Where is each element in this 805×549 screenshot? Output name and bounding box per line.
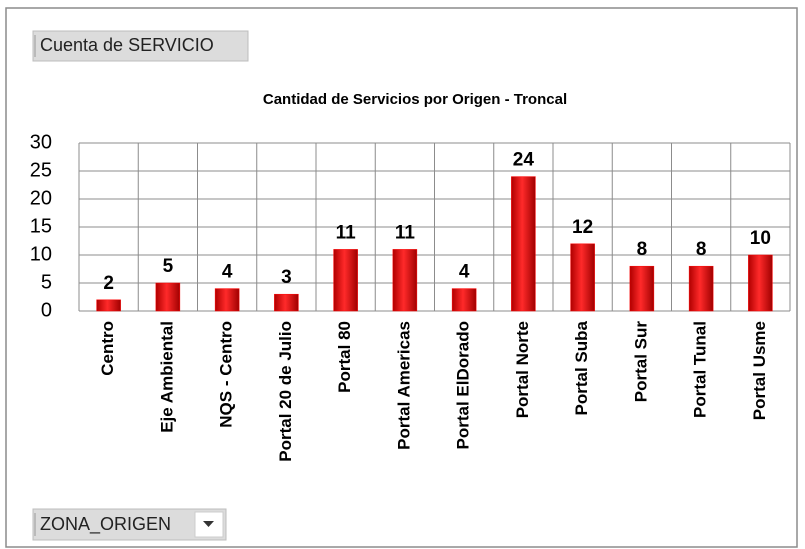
x-tick-label: Eje Ambiental — [157, 321, 176, 433]
x-tick-label: Portal Tunal — [691, 321, 710, 418]
x-tick-label: Portal 80 — [335, 321, 354, 393]
bar — [511, 176, 536, 312]
value-field-label: Cuenta de SERVICIO — [40, 35, 214, 55]
dropdown-arrow — [203, 521, 214, 527]
x-tick-label: Portal ElDorado — [454, 321, 473, 449]
bar — [155, 282, 181, 312]
bar — [274, 293, 299, 312]
y-tick-label: 20 — [30, 187, 52, 209]
data-label: 11 — [395, 222, 416, 243]
x-tick-label: Portal Americas — [394, 321, 413, 450]
bar — [451, 288, 477, 312]
x-tick-label: Portal Usme — [750, 321, 769, 420]
data-label: 2 — [103, 273, 114, 294]
data-label: 5 — [163, 256, 174, 277]
bar — [748, 254, 773, 312]
data-label: 11 — [336, 222, 357, 243]
data-label: 8 — [696, 239, 707, 260]
button-bg — [32, 508, 227, 541]
bar — [570, 243, 595, 312]
bar — [392, 249, 418, 312]
y-tick-label: 15 — [30, 215, 52, 237]
button-bg — [32, 30, 249, 62]
y-tick-label: 5 — [41, 271, 52, 293]
x-tick-label: Portal Sur — [631, 321, 650, 403]
y-tick-label: 0 — [41, 299, 52, 321]
data-label: 3 — [281, 267, 292, 288]
x-tick-label: Portal Suba — [572, 320, 591, 415]
y-tick-label: 30 — [30, 131, 52, 153]
bar — [333, 249, 358, 312]
data-label: 12 — [572, 217, 593, 238]
data-label: 24 — [513, 150, 535, 171]
bar — [688, 265, 714, 312]
bar — [214, 288, 240, 312]
bar — [629, 265, 655, 312]
data-label: 10 — [750, 228, 771, 249]
bar — [96, 299, 121, 312]
data-label: 4 — [459, 262, 470, 283]
filter-field-button[interactable]: ZONA_ORIGEN — [32, 508, 227, 541]
chart-title: Cantidad de Servicios por Origen - Tronc… — [263, 91, 567, 108]
y-tick-label: 25 — [30, 159, 52, 181]
value-field-button[interactable]: Cuenta de SERVICIO — [32, 30, 249, 62]
x-tick-label: Centro — [98, 321, 117, 376]
data-label: 4 — [222, 262, 233, 283]
filter-field-label: ZONA_ORIGEN — [40, 514, 171, 535]
x-tick-label: NQS - Centro — [217, 321, 236, 428]
data-label: 8 — [637, 239, 648, 260]
y-tick-label: 10 — [30, 243, 52, 265]
x-tick-label: Portal 20 de Julio — [276, 321, 295, 462]
x-tick-label: Portal Norte — [513, 321, 532, 418]
